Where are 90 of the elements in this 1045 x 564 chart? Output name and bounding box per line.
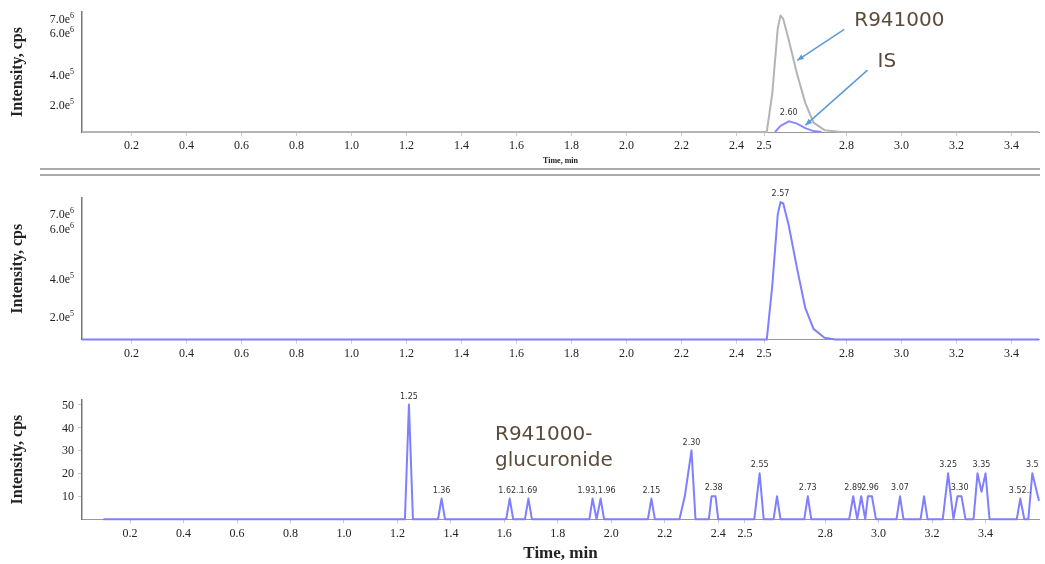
- x-tick-label: 3.2: [949, 345, 964, 360]
- text: 4.0e$^{5}$: [49, 270, 74, 286]
- text: 2.0: [619, 138, 634, 153]
- annotation: 1.93,1.96: [577, 485, 616, 495]
- x-tick-label: 1.8: [564, 138, 579, 153]
- y-tick-label: 40: [62, 420, 74, 435]
- text: 1.0: [344, 138, 359, 153]
- x-axis-title: Time, min: [523, 543, 599, 563]
- annotation: 3.07: [891, 483, 909, 493]
- annotation: 1.62..: [498, 485, 522, 495]
- x-tick-label: 1.6: [509, 138, 524, 153]
- text: 3.0: [871, 525, 887, 540]
- annotation: 3.35: [972, 460, 991, 470]
- text: 2.0e$^{5}$: [49, 309, 74, 325]
- annotation: IS: [877, 48, 897, 73]
- annotation: 2.15: [642, 485, 661, 495]
- y-axis-title: Intensity, cps: [7, 223, 26, 314]
- x-tick-label: 3.2: [949, 138, 964, 153]
- x-tick-label: 2.8: [817, 525, 833, 540]
- x-tick-label: 0.2: [124, 345, 139, 360]
- x-tick-label: 3.2: [924, 525, 940, 540]
- x-tick-label: 0.4: [179, 138, 194, 153]
- text: 4.0e$^{5}$: [49, 67, 74, 82]
- annotation: 2.73: [798, 483, 817, 493]
- x-tick-label: 1.2: [399, 138, 414, 153]
- x-tick-label: 1.4: [454, 345, 469, 360]
- x-tick-label: 2.4: [729, 138, 744, 153]
- text: 2.0: [603, 525, 619, 540]
- text: 6.0e$^{6}$: [49, 25, 74, 40]
- x-tick-label: 2.8: [839, 138, 854, 153]
- text: 1.0: [336, 525, 352, 540]
- annotation: 2.38: [704, 483, 723, 493]
- text: 3.0: [894, 345, 909, 360]
- x-tick-label: 0.6: [234, 345, 249, 360]
- x-tick-label: 1.2: [399, 345, 414, 360]
- x-tick-label: 1.8: [564, 345, 579, 360]
- annotation: 2.96: [861, 483, 879, 493]
- text: 2.0e$^{5}$: [49, 97, 74, 112]
- annotation: 3.25: [939, 460, 958, 470]
- text: 3.0: [894, 138, 909, 153]
- annotation: 3.5: [1025, 460, 1039, 470]
- x-tick-label: 1.6: [509, 345, 524, 360]
- text: 7.0e$^{6}$: [48, 9, 74, 26]
- x-tick-label: 2.5: [756, 345, 772, 360]
- annotation: 2.55: [750, 460, 769, 470]
- x-tick-label: 0.6: [229, 525, 245, 540]
- y-axis-title: Intensity, cps: [7, 27, 26, 117]
- y-tick-label: 30: [62, 443, 74, 458]
- y-tick-label: 10: [62, 489, 74, 504]
- y-tick-label: 20: [62, 466, 74, 481]
- x-tick-label: 0.8: [289, 138, 304, 153]
- x-tick-label: 3.4: [978, 525, 994, 540]
- x-tick-label: 0.8: [283, 525, 299, 540]
- x-tick-label: 0.2: [122, 525, 138, 540]
- x-tick-label: 2.2: [674, 138, 689, 153]
- x-tick-label: 0.6: [234, 138, 249, 153]
- x-tick-label: 3.4: [1004, 138, 1019, 153]
- x-tick-label: 2.4: [710, 525, 726, 540]
- x-tick-label: 1.4: [454, 138, 469, 153]
- x-tick-label: 1.4: [443, 525, 459, 540]
- annotation: R941000-glucuronide: [495, 420, 614, 472]
- x-tick-label: 0.2: [124, 138, 139, 153]
- x-tick-label: 1.8: [550, 525, 566, 540]
- x-tick-label: 2.2: [657, 525, 673, 540]
- text: 1.0: [344, 345, 359, 360]
- x-tick-label: 2.4: [729, 345, 744, 360]
- y-axis-title: Intensity, cps: [7, 414, 26, 505]
- text: 2.0: [619, 345, 634, 360]
- x-tick-label: 2.8: [839, 345, 854, 360]
- x-tick-label: 3.4: [1004, 345, 1019, 360]
- x-tick-label: 0.4: [179, 345, 194, 360]
- x-tick-label: 1.2: [389, 525, 405, 540]
- x-tick-label: 1.6: [496, 525, 512, 540]
- x-tick-label: 2.2: [674, 345, 689, 360]
- annotation: 1.25: [400, 391, 418, 401]
- text: 6.0e$^{6}$: [49, 221, 74, 237]
- x-tick-label: 0.8: [289, 345, 304, 360]
- annotation: 2.57: [771, 189, 790, 199]
- text: 7.0e$^{6}$: [48, 204, 74, 221]
- x-axis-title: Time, min: [543, 156, 579, 166]
- x-tick-label: 0.4: [176, 525, 192, 540]
- annotation: 2.60: [779, 108, 798, 118]
- annotation: 1.36: [432, 485, 451, 495]
- annotation: 2.30: [682, 437, 701, 447]
- x-tick-label: 2.5: [737, 525, 753, 540]
- y-tick-label: 50: [61, 397, 74, 412]
- x-tick-label: 2.5: [756, 138, 772, 153]
- annotation: 3.30: [950, 483, 969, 493]
- annotation: 2.89: [844, 483, 863, 493]
- annotation: R941000: [854, 7, 945, 32]
